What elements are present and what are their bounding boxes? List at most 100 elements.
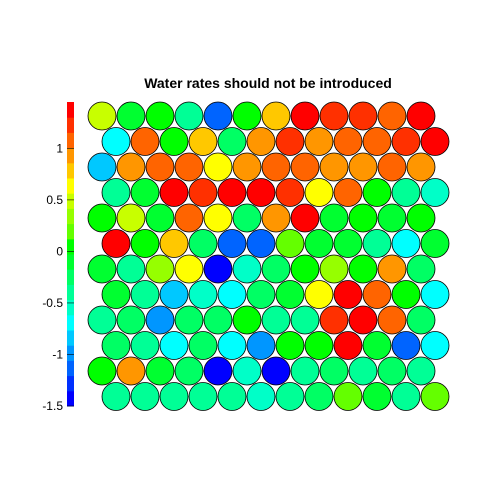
hex-cell bbox=[348, 305, 378, 335]
hex-cell bbox=[261, 356, 291, 386]
hex-cell bbox=[362, 331, 392, 360]
hex-cell bbox=[348, 152, 378, 182]
hex-cell bbox=[261, 254, 291, 284]
hex-cell bbox=[420, 280, 450, 309]
colorbar-tick-label: -0.5 bbox=[42, 296, 63, 310]
colorbar-segment bbox=[67, 330, 74, 346]
hex-cell bbox=[188, 127, 218, 156]
hex-cell bbox=[420, 127, 450, 156]
hex-cell bbox=[174, 356, 204, 386]
hex-cell bbox=[130, 127, 160, 156]
colorbar-ticks: 1 0.5 0 -0.5 -1 -1.5 bbox=[42, 141, 74, 413]
hex-cell bbox=[87, 203, 117, 233]
hex-cell bbox=[232, 254, 262, 284]
colorbar-segment bbox=[67, 178, 74, 194]
hex-cell bbox=[174, 101, 204, 131]
hex-cell bbox=[116, 203, 146, 233]
colorbar-segment bbox=[67, 375, 74, 392]
colorbar-tick-label: 0.5 bbox=[46, 193, 63, 207]
hex-cell bbox=[87, 305, 117, 335]
colorbar-tick-label: 0 bbox=[56, 244, 63, 258]
hex-cell bbox=[377, 356, 407, 386]
hex-cell bbox=[130, 382, 160, 411]
hex-cell bbox=[290, 356, 320, 386]
hex-cell bbox=[145, 356, 175, 386]
hex-cell bbox=[87, 101, 117, 131]
hex-cell bbox=[333, 382, 363, 411]
hex-cell bbox=[348, 101, 378, 131]
hex-cell bbox=[377, 203, 407, 233]
hex-cell bbox=[246, 382, 276, 411]
hex-cell bbox=[174, 203, 204, 233]
hex-cell bbox=[362, 382, 392, 411]
hex-cell bbox=[275, 331, 305, 360]
hex-cell bbox=[319, 152, 349, 182]
hex-cell bbox=[420, 382, 450, 411]
hex-cell bbox=[319, 305, 349, 335]
hex-cell bbox=[188, 382, 218, 411]
hex-cell bbox=[145, 152, 175, 182]
hex-cell bbox=[145, 305, 175, 335]
hex-cell bbox=[188, 229, 218, 258]
hex-cell bbox=[261, 305, 291, 335]
colorbar-segment bbox=[67, 223, 74, 240]
hex-cell bbox=[159, 280, 189, 309]
hex-cell bbox=[406, 254, 436, 284]
hex-cell bbox=[246, 331, 276, 360]
hex-cell bbox=[116, 305, 146, 335]
hex-cell bbox=[304, 229, 334, 258]
hex-cell bbox=[406, 305, 436, 335]
hex-cell bbox=[304, 331, 334, 360]
hex-cell bbox=[406, 203, 436, 233]
hex-cell bbox=[159, 127, 189, 156]
colorbar-segment bbox=[67, 238, 74, 255]
hex-cell bbox=[116, 254, 146, 284]
hex-cell bbox=[145, 203, 175, 233]
hex-cell bbox=[174, 305, 204, 335]
hex-cell bbox=[290, 203, 320, 233]
hex-cell bbox=[203, 356, 233, 386]
hex-cell bbox=[145, 254, 175, 284]
hex-cell bbox=[217, 280, 247, 309]
hex-cell bbox=[362, 229, 392, 258]
hex-cell bbox=[304, 178, 334, 207]
hex-cell bbox=[130, 331, 160, 360]
colorbar-segment bbox=[67, 284, 74, 301]
hex-cell bbox=[159, 229, 189, 258]
hex-cell bbox=[261, 152, 291, 182]
hex-cell bbox=[203, 203, 233, 233]
hex-cell bbox=[391, 229, 421, 258]
colorbar-segment bbox=[67, 269, 74, 285]
hex-cell bbox=[406, 356, 436, 386]
hex-cell bbox=[377, 254, 407, 284]
hex-cell bbox=[333, 127, 363, 156]
hex-cell bbox=[101, 280, 131, 309]
colorbar-tick-label: 1 bbox=[56, 141, 63, 155]
hex-cell bbox=[275, 382, 305, 411]
hex-cell bbox=[275, 127, 305, 156]
hex-cell bbox=[391, 382, 421, 411]
hex-cell bbox=[333, 178, 363, 207]
hex-cell bbox=[87, 254, 117, 284]
hex-cell bbox=[174, 254, 204, 284]
hex-cell bbox=[391, 178, 421, 207]
hex-cell bbox=[188, 280, 218, 309]
hex-cell bbox=[101, 229, 131, 258]
colorbar-segment bbox=[67, 390, 74, 407]
hex-cell bbox=[217, 229, 247, 258]
hex-cell bbox=[290, 152, 320, 182]
hex-cell bbox=[159, 382, 189, 411]
hex-cell bbox=[246, 178, 276, 207]
hex-cell bbox=[101, 331, 131, 360]
colorbar-tick-label: -1 bbox=[52, 347, 63, 361]
hex-cell bbox=[130, 229, 160, 258]
hex-cell bbox=[159, 178, 189, 207]
hex-cell bbox=[304, 127, 334, 156]
hex-cell bbox=[261, 203, 291, 233]
colorbar-segment bbox=[67, 102, 74, 118]
hex-cell bbox=[333, 229, 363, 258]
hex-cell bbox=[101, 382, 131, 411]
hex-cell bbox=[217, 127, 247, 156]
colorbar-segment bbox=[67, 314, 74, 331]
